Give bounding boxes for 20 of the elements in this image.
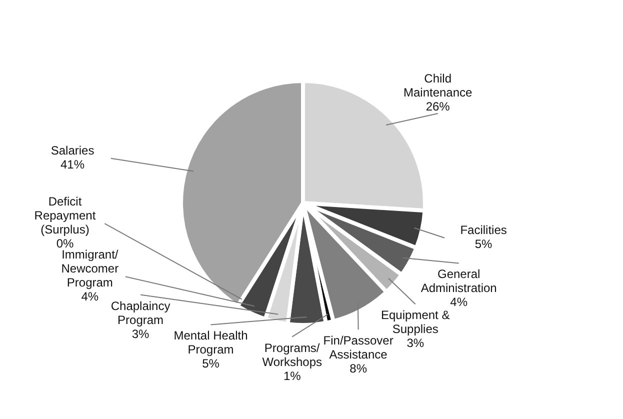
data-label: 26% (426, 100, 450, 114)
slice-label: Equipment & Supplies (381, 308, 450, 336)
data-label: 3% (132, 326, 150, 341)
slice-label: Chaplaincy Program (110, 298, 170, 327)
slice-label: Mental Health Program (174, 328, 248, 357)
slice-label: Child Maintenance (404, 72, 473, 100)
slice-label: Programs/ Workshops (262, 341, 322, 370)
slice-label: Facilities (460, 223, 507, 238)
data-label: 5% (474, 237, 493, 252)
slice-label: Fin/Passover Assistance (323, 334, 394, 362)
slice-label: Salaries (50, 144, 94, 158)
data-label: 4% (450, 295, 468, 310)
data-label: 41% (60, 158, 85, 172)
data-label: 8% (350, 362, 368, 376)
data-label: 3% (406, 336, 424, 350)
data-label: 4% (81, 290, 99, 304)
slice-label: General Administration (420, 267, 497, 296)
data-label: 1% (283, 369, 302, 384)
data-label: 5% (202, 356, 220, 371)
category-label: Deficit Repayment (Surplus) (34, 194, 96, 237)
